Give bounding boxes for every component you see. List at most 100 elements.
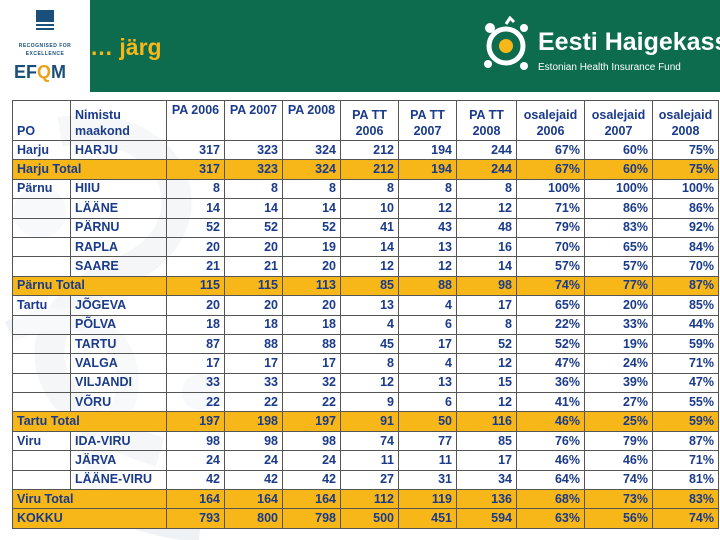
efqm-word-prefix: EF bbox=[14, 62, 38, 82]
cell-value: 87% bbox=[652, 275, 719, 297]
cell-value: 27% bbox=[584, 392, 653, 413]
cell-value: 48 bbox=[456, 217, 517, 238]
cell-value: 100% bbox=[516, 178, 585, 200]
cell-county: HARJU bbox=[70, 139, 167, 161]
page-title: … järg bbox=[90, 34, 162, 60]
cell-value: 24% bbox=[584, 353, 653, 374]
cell-value: 17 bbox=[456, 295, 517, 316]
cell-value: 20 bbox=[224, 295, 283, 316]
table-row: Tartu JÕGEVA 20 20 20 13 4 17 65% 20% 85% bbox=[12, 295, 719, 316]
cell-value: 91 bbox=[340, 411, 399, 432]
cell-value: 800 bbox=[224, 508, 283, 529]
cell-county: PÕLVA bbox=[70, 314, 167, 335]
cell-value: 197 bbox=[166, 411, 225, 432]
cell-value: 11 bbox=[398, 450, 457, 471]
cell-value: 164 bbox=[166, 489, 225, 510]
cell-value: 45 bbox=[340, 333, 399, 355]
cell-value: 98 bbox=[456, 275, 517, 297]
cell-value: 25% bbox=[584, 411, 653, 432]
cell-value: 17 bbox=[456, 450, 517, 471]
brand-name: Eesti Haigekassa bbox=[538, 28, 720, 56]
cell-value: 244 bbox=[456, 159, 517, 180]
cell-value: 39% bbox=[584, 372, 653, 394]
cell-value: 136 bbox=[456, 489, 517, 510]
cell-value: 18 bbox=[166, 314, 225, 335]
cell-value: 17 bbox=[398, 333, 457, 355]
table-row: Harju HARJU 317 323 324 212 194 244 67% 60% 75% bbox=[12, 139, 719, 161]
cell-po bbox=[12, 450, 71, 471]
cell-value: 6 bbox=[398, 314, 457, 335]
cell-po bbox=[12, 198, 71, 219]
cell-value: 12 bbox=[398, 256, 457, 277]
cell-value: 64% bbox=[516, 469, 585, 491]
cell-value: 33% bbox=[584, 314, 653, 335]
cell-value: 47% bbox=[652, 372, 719, 394]
cell-value: 8 bbox=[340, 353, 399, 374]
col-header-patt2006: PA TT 2006 bbox=[340, 100, 399, 141]
efqm-recognised-line1: RECOGNISED FOR bbox=[18, 43, 72, 49]
cell-value: 71% bbox=[516, 198, 585, 219]
cell-county: HIIU bbox=[70, 178, 167, 200]
cell-value: 52 bbox=[224, 217, 283, 238]
efqm-bars-icon bbox=[36, 24, 54, 32]
cell-value: 33 bbox=[166, 372, 225, 394]
cell-value: 8 bbox=[224, 178, 283, 200]
col-header-osalejaid2007: osalejaid 2007 bbox=[584, 100, 653, 141]
cell-value: 24 bbox=[224, 450, 283, 471]
efqm-logo: RECOGNISED FOR EXCELLENCE EFQM bbox=[0, 0, 90, 92]
col-header-nimistu: Nimistu maakond bbox=[70, 100, 167, 141]
cell-value: 113 bbox=[282, 275, 341, 297]
cell-value: 75% bbox=[652, 139, 719, 161]
cell-po bbox=[12, 392, 71, 413]
cell-value: 17 bbox=[166, 353, 225, 374]
cell-value: 77% bbox=[584, 275, 653, 297]
cell-value: 194 bbox=[398, 139, 457, 161]
table-row: VALGA 17 17 17 8 4 12 47% 24% 71% bbox=[12, 353, 719, 374]
cell-value: 20 bbox=[166, 236, 225, 258]
col-header-patt2008: PA TT 2008 bbox=[456, 100, 517, 141]
cell-county: IDA-VIRU bbox=[70, 430, 167, 452]
cell-value: 87 bbox=[166, 333, 225, 355]
cell-po: Pärnu Total bbox=[12, 275, 167, 297]
cell-value: 98 bbox=[282, 430, 341, 452]
cell-value: 59% bbox=[652, 333, 719, 355]
cell-value: 18 bbox=[224, 314, 283, 335]
cell-value: 21 bbox=[224, 256, 283, 277]
cell-value: 65% bbox=[584, 236, 653, 258]
cell-value: 46% bbox=[516, 450, 585, 471]
cell-value: 20% bbox=[584, 295, 653, 316]
cell-value: 17 bbox=[224, 353, 283, 374]
cell-value: 20 bbox=[282, 256, 341, 277]
cell-value: 198 bbox=[224, 411, 283, 432]
cell-value: 8 bbox=[456, 178, 517, 200]
cell-po bbox=[12, 469, 71, 491]
cell-county: TARTU bbox=[70, 333, 167, 355]
cell-county: VILJANDI bbox=[70, 372, 167, 394]
cell-value: 798 bbox=[282, 508, 341, 529]
header-band bbox=[90, 0, 720, 92]
cell-po: Tartu bbox=[12, 295, 71, 316]
cell-value: 47% bbox=[516, 353, 585, 374]
table-row: TARTU 87 88 88 45 17 52 52% 19% 59% bbox=[12, 333, 719, 355]
table-row: PÕLVA 18 18 18 4 6 8 22% 33% 44% bbox=[12, 314, 719, 335]
cell-value: 67% bbox=[516, 139, 585, 161]
cell-value: 115 bbox=[224, 275, 283, 297]
cell-value: 74% bbox=[584, 469, 653, 491]
cell-po: Tartu Total bbox=[12, 411, 167, 432]
cell-county: VÕRU bbox=[70, 392, 167, 413]
cell-value: 10 bbox=[340, 198, 399, 219]
table-row: LÄÄNE-VIRU 42 42 42 27 31 34 64% 74% 81% bbox=[12, 469, 719, 491]
cell-value: 98 bbox=[166, 430, 225, 452]
col-header-po: PO bbox=[12, 100, 71, 141]
table-row: JÄRVA 24 24 24 11 11 17 46% 46% 71% bbox=[12, 450, 719, 471]
cell-value: 79% bbox=[584, 430, 653, 452]
cell-value: 52 bbox=[456, 333, 517, 355]
cell-value: 74% bbox=[516, 275, 585, 297]
table-total-row: Pärnu Total 115 115 113 85 88 98 74% 77% 87% bbox=[12, 275, 719, 297]
cell-value: 12 bbox=[340, 372, 399, 394]
cell-value: 85% bbox=[652, 295, 719, 316]
cell-value: 194 bbox=[398, 159, 457, 180]
col-header-pa2007: PA 2007 bbox=[224, 100, 283, 141]
cell-value: 21 bbox=[166, 256, 225, 277]
cell-value: 12 bbox=[456, 353, 517, 374]
